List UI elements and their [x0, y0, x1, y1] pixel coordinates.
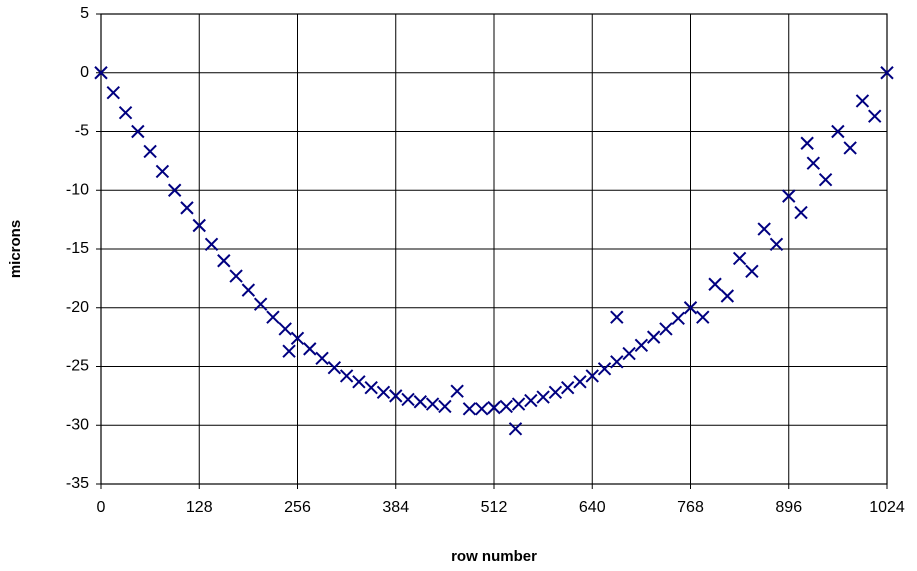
data-point — [241, 283, 256, 297]
data-point — [167, 183, 182, 197]
data-point — [548, 385, 563, 400]
data-point — [732, 251, 747, 266]
data-point — [118, 105, 133, 120]
data-point — [278, 322, 292, 336]
data-point — [94, 66, 108, 80]
data-point — [364, 380, 378, 395]
y-tick-label: 5 — [80, 5, 89, 22]
y-tick-label: -35 — [66, 475, 89, 492]
data-point — [376, 385, 391, 400]
data-point — [413, 395, 428, 409]
data-point — [131, 124, 145, 139]
x-tick-label: 128 — [186, 499, 213, 516]
data-point — [450, 384, 464, 398]
data-point — [794, 205, 808, 220]
data-point — [536, 390, 550, 404]
data-point — [708, 277, 722, 291]
data-point — [315, 351, 329, 365]
data-point — [800, 136, 814, 150]
data-point — [462, 402, 477, 416]
data-point — [508, 422, 523, 436]
x-axis-title: row number — [451, 548, 537, 565]
data-point — [499, 399, 513, 414]
data-point — [282, 344, 296, 358]
data-point — [560, 380, 575, 395]
data-point — [659, 322, 673, 336]
data-point — [192, 218, 206, 233]
x-tick-label: 1024 — [869, 499, 905, 516]
data-point — [401, 392, 415, 407]
y-tick-label: -30 — [66, 416, 89, 433]
data-point — [573, 375, 587, 389]
data-point — [290, 331, 305, 346]
data-point — [806, 156, 821, 170]
data-point — [757, 222, 771, 236]
y-axis-title: microns — [7, 220, 24, 278]
data-point — [524, 393, 538, 408]
data-point — [425, 397, 440, 411]
data-point — [622, 346, 636, 361]
data-point — [671, 311, 685, 326]
data-point — [634, 338, 649, 353]
data-point — [585, 369, 599, 383]
x-tick-label: 896 — [775, 499, 802, 516]
data-point — [720, 289, 735, 303]
data-point — [106, 86, 120, 100]
y-tick-label: 0 — [80, 64, 89, 81]
data-point — [769, 237, 784, 252]
data-point — [818, 172, 833, 187]
data-point — [683, 301, 698, 315]
data-point — [782, 189, 796, 203]
data-point — [253, 297, 268, 311]
data-point — [646, 330, 661, 344]
data-point — [389, 389, 403, 403]
x-tick-label: 640 — [579, 499, 606, 516]
data-point — [511, 397, 526, 411]
data-point — [438, 399, 452, 414]
x-tick-label: 0 — [97, 499, 106, 516]
data-point — [155, 164, 170, 179]
data-point — [610, 310, 624, 324]
y-tick-label: -10 — [66, 181, 89, 198]
data-point — [352, 375, 366, 389]
data-point — [327, 360, 342, 375]
x-tick-label: 256 — [284, 499, 311, 516]
data-point — [843, 141, 857, 155]
data-point — [610, 355, 624, 369]
data-point — [266, 310, 280, 324]
y-tick-label: -25 — [66, 358, 89, 375]
y-tick-label: -5 — [75, 123, 89, 140]
x-tick-label: 768 — [677, 499, 704, 516]
plot-border — [100, 13, 888, 485]
data-point — [339, 369, 354, 383]
data-point — [475, 402, 489, 416]
data-point — [597, 362, 612, 376]
data-point — [143, 144, 157, 159]
data-point — [180, 201, 194, 215]
data-point — [868, 109, 882, 123]
data-point — [487, 400, 501, 415]
x-tick-label: 384 — [382, 499, 409, 516]
data-point — [880, 66, 894, 80]
y-tick-label: -15 — [66, 240, 89, 257]
x-tick-label: 512 — [481, 499, 508, 516]
data-point — [745, 264, 759, 279]
data-point — [831, 124, 845, 139]
y-tick-label: -20 — [66, 299, 89, 316]
data-point — [217, 254, 231, 268]
data-point — [696, 310, 710, 324]
data-point — [855, 94, 870, 108]
data-point — [204, 237, 219, 252]
data-point — [303, 342, 317, 356]
data-point — [229, 269, 243, 283]
